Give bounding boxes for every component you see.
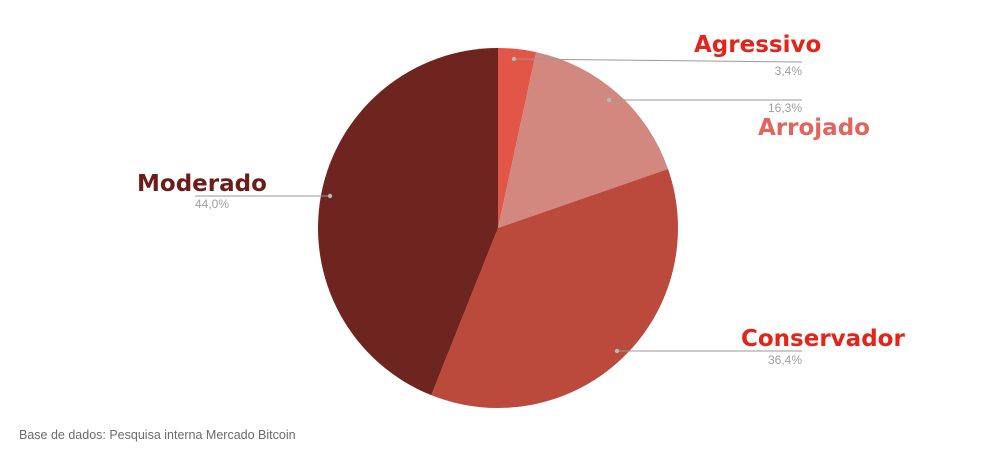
slice-label-arrojado: Arrojado <box>758 115 870 141</box>
slice-value-conservador: 36,4% <box>768 353 802 367</box>
pie-slice-moderado <box>317 47 498 396</box>
leader-dot-agressivo <box>511 56 517 62</box>
leader-line-agressivo <box>513 58 803 63</box>
leader-dot-moderado <box>327 193 333 199</box>
slice-value-moderado: 44,0% <box>195 197 229 211</box>
data-source-note: Base de dados: Pesquisa interna Mercado … <box>19 428 296 442</box>
slice-label-moderado: Moderado <box>137 171 267 197</box>
leader-dot-conservador <box>614 348 620 354</box>
slice-value-agressivo: 3,4% <box>775 64 803 78</box>
pie-slice-arrojado <box>498 52 669 228</box>
pie-slice-agressivo <box>498 48 537 228</box>
slice-label-agressivo: Agressivo <box>694 32 821 58</box>
leader-dot-arrojado <box>606 97 612 103</box>
slice-value-arrojado: 16,3% <box>768 101 802 115</box>
pie-slice-conservador <box>431 168 679 409</box>
slice-label-conservador: Conservador <box>741 326 905 352</box>
